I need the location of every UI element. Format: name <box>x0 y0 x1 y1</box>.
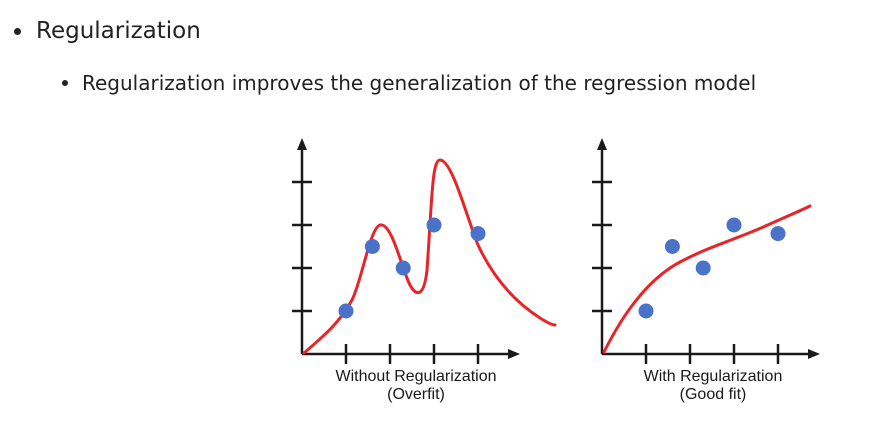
goodfit-axes <box>592 146 812 364</box>
data-point <box>695 260 711 276</box>
data-point <box>395 260 411 276</box>
data-point <box>364 239 380 254</box>
bullet-dot-icon <box>14 27 21 35</box>
goodfit-panel <box>592 138 820 364</box>
data-point <box>638 303 654 319</box>
x-axis-arrow-icon <box>808 349 820 359</box>
data-point <box>426 217 442 233</box>
bullet-level-2: Regularization improves the generalizati… <box>62 71 756 95</box>
goodfit-caption-line1: With Regularization <box>643 368 783 385</box>
overfit-axes <box>292 146 512 364</box>
goodfit-curve <box>602 204 812 354</box>
goodfit-caption: With Regularization (Good fit) <box>598 368 828 404</box>
overfit-points <box>338 217 486 319</box>
data-point <box>770 226 786 242</box>
bullet-level-1-text: Regularization <box>36 18 201 44</box>
overfit-caption-line2: (Overfit) <box>387 386 445 403</box>
bullet-level-1: Regularization <box>14 18 201 44</box>
goodfit-caption-line2: (Good fit) <box>679 386 747 403</box>
y-axis-arrow-icon <box>597 138 607 150</box>
overfit-curve <box>302 158 557 355</box>
data-point <box>726 217 742 233</box>
bullet-dot-icon <box>62 80 68 86</box>
y-axis-arrow-icon <box>297 138 307 150</box>
data-point <box>470 226 486 242</box>
data-point <box>338 303 354 319</box>
goodfit-points <box>638 217 786 319</box>
data-point <box>664 239 680 254</box>
overfit-caption: Without Regularization (Overfit) <box>296 368 536 404</box>
overfit-panel <box>292 138 557 364</box>
overfit-caption-line1: Without Regularization <box>335 368 497 385</box>
bullet-level-2-text: Regularization improves the generalizati… <box>82 71 757 95</box>
x-axis-arrow-icon <box>508 349 520 359</box>
